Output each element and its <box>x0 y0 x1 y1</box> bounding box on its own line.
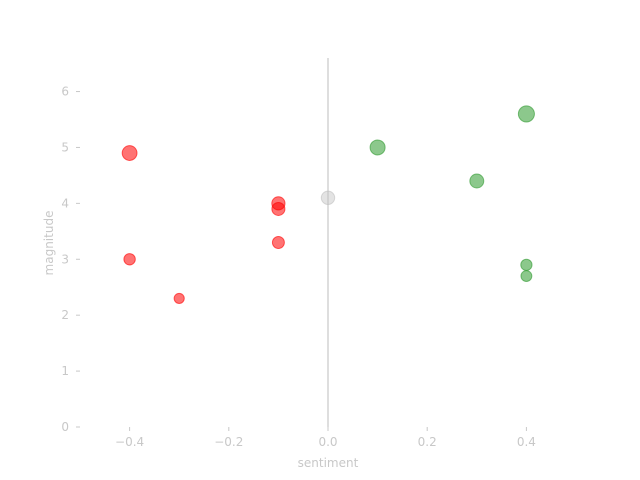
axes: −0.4 −0.2 0.0 0.2 0.4 0 1 2 3 4 5 6 <box>61 58 536 449</box>
y-axis-label: magnitude <box>42 211 56 276</box>
data-point <box>271 201 286 216</box>
x-tick-label: 0.0 <box>318 435 337 449</box>
data-points <box>121 105 535 304</box>
y-tick-label: 0 <box>61 420 69 434</box>
x-tick-label: −0.2 <box>214 435 243 449</box>
data-point <box>320 190 336 205</box>
data-point <box>520 258 533 271</box>
data-point <box>123 253 136 266</box>
y-tick-label: 4 <box>61 196 69 210</box>
data-point <box>517 105 535 123</box>
y-tick-label: 6 <box>61 85 69 99</box>
y-tick-label: 2 <box>61 308 69 322</box>
data-point <box>520 270 533 282</box>
data-point <box>369 139 386 156</box>
data-point <box>121 145 138 161</box>
data-point <box>469 173 485 189</box>
data-point <box>173 292 185 304</box>
x-tick-label: 0.4 <box>517 435 536 449</box>
data-point <box>271 236 285 249</box>
x-tick-label: −0.4 <box>115 435 144 449</box>
y-tick-label: 3 <box>61 252 69 266</box>
x-tick-label: 0.2 <box>418 435 437 449</box>
x-axis-label: sentiment <box>298 456 359 470</box>
y-tick-label: 1 <box>61 364 69 378</box>
y-tick-label: 5 <box>61 140 69 154</box>
